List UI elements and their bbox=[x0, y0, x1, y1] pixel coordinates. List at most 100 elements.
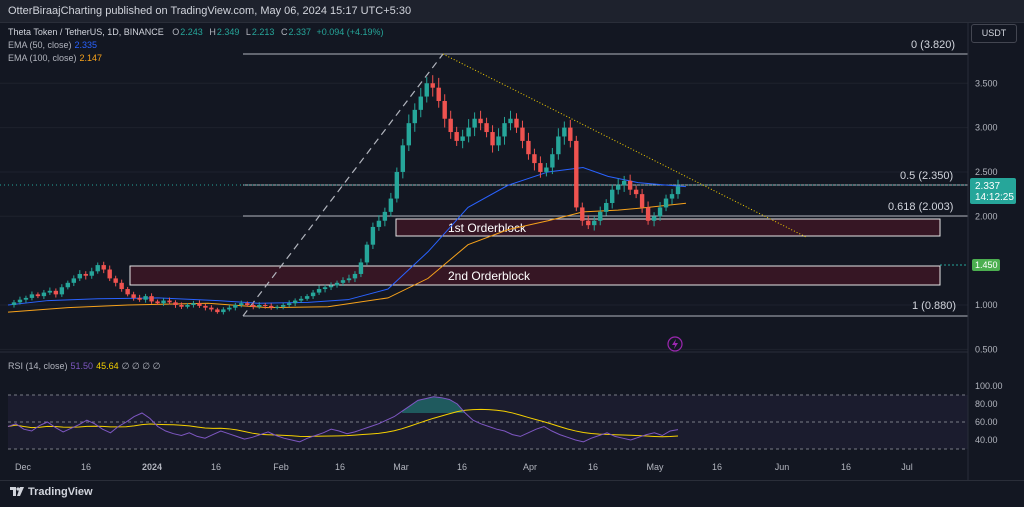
candle-body bbox=[274, 306, 280, 308]
candle-body bbox=[675, 186, 681, 195]
fib-label-1: 1 (0.880) bbox=[912, 300, 956, 312]
candle-body bbox=[77, 273, 82, 279]
candle-body bbox=[161, 300, 166, 304]
ema50-label: EMA (50, close) bbox=[8, 40, 72, 50]
candle-body bbox=[257, 305, 262, 307]
candle-body bbox=[352, 273, 358, 279]
symbol-name: Theta Token / TetherUS, 1D, BINANCE bbox=[8, 27, 164, 37]
candle-body bbox=[131, 294, 136, 298]
candle-body bbox=[400, 145, 406, 172]
candle-body bbox=[113, 278, 118, 283]
tv-logo-icon bbox=[10, 487, 24, 496]
candles bbox=[11, 75, 681, 315]
candle-body bbox=[496, 136, 501, 146]
candle-body bbox=[17, 299, 23, 303]
ema50-legend[interactable]: EMA (50, close) 2.335 bbox=[8, 40, 97, 50]
rsi-ma-line bbox=[7, 408, 679, 438]
candle-body bbox=[59, 287, 65, 295]
candle-body bbox=[454, 132, 459, 141]
candle-body bbox=[119, 282, 124, 290]
candle-body bbox=[47, 290, 53, 293]
ema50-value: 2.335 bbox=[74, 40, 98, 50]
candle-body bbox=[645, 207, 651, 221]
candle-body bbox=[316, 289, 322, 293]
orderblock-1-label: 1st Orderblock bbox=[448, 221, 527, 235]
candle-body bbox=[71, 278, 77, 283]
time-tick: 16 bbox=[211, 462, 221, 472]
candle-body bbox=[669, 194, 675, 199]
ohlc-c: 2.337 bbox=[288, 27, 311, 37]
candle-body bbox=[310, 292, 316, 297]
candle-body bbox=[466, 127, 471, 137]
candle-body bbox=[221, 309, 226, 313]
tradingview-logo[interactable]: TradingView bbox=[10, 486, 93, 498]
candle-body bbox=[621, 180, 627, 186]
rsi-axis[interactable]: 100.00 80.00 60.00 40.00 bbox=[975, 381, 1003, 445]
candle-body bbox=[83, 273, 88, 276]
candle-body bbox=[598, 211, 603, 221]
ema100-value: 2.147 bbox=[79, 53, 103, 63]
fib-label-0: 0 (3.820) bbox=[911, 39, 955, 51]
candle-body bbox=[203, 305, 208, 308]
price-tick: 3.500 bbox=[975, 78, 998, 88]
candle-body bbox=[394, 171, 400, 199]
rsi-legend[interactable]: RSI (14, close) 51.50 45.64 ∅ ∅ ∅ ∅ bbox=[8, 361, 160, 372]
countdown-text: 14:12:25 bbox=[975, 192, 1014, 203]
candle-body bbox=[388, 198, 394, 212]
ema100-legend[interactable]: EMA (100, close) 2.147 bbox=[8, 53, 102, 63]
time-tick: 16 bbox=[335, 462, 345, 472]
candle-body bbox=[35, 294, 41, 297]
candle-body bbox=[263, 305, 268, 306]
candle-body bbox=[227, 307, 232, 310]
rsi-tick: 100.00 bbox=[975, 381, 1003, 391]
candle-body bbox=[478, 118, 483, 124]
current-price-text: 2.337 bbox=[975, 181, 1000, 192]
candle-body bbox=[430, 83, 435, 88]
tv-logo-text: TradingView bbox=[28, 486, 93, 498]
candle-body bbox=[328, 285, 334, 288]
time-tick: 16 bbox=[841, 462, 851, 472]
candle-body bbox=[508, 118, 513, 124]
candle-body bbox=[436, 87, 441, 101]
candle-body bbox=[604, 202, 609, 212]
candle-body bbox=[376, 220, 382, 227]
currency-button[interactable]: USDT bbox=[971, 24, 1017, 43]
rsi-tick: 40.00 bbox=[975, 435, 998, 445]
candle-body bbox=[562, 127, 567, 137]
lightning-icon[interactable] bbox=[667, 336, 683, 352]
symbol-legend[interactable]: Theta Token / TetherUS, 1D, BINANCE O2.2… bbox=[8, 27, 384, 37]
candle-body bbox=[89, 271, 94, 276]
candle-body bbox=[406, 123, 412, 146]
candle-body bbox=[382, 211, 388, 221]
candle-body bbox=[173, 302, 178, 305]
time-axis[interactable]: Dec 16 2024 16 Feb 16 Mar 16 Apr 16 May 16 Jun 16 Jul bbox=[15, 462, 913, 472]
rsi-label: RSI (14, close) bbox=[8, 361, 68, 371]
publish-info: OtterBiraajCharting published on Trading… bbox=[8, 5, 412, 17]
fib-label-0618: 0.618 (2.003) bbox=[888, 201, 953, 213]
candle-body bbox=[155, 301, 160, 304]
candle-body bbox=[370, 226, 376, 245]
candle-body bbox=[532, 154, 537, 164]
ohlc-o-label: O bbox=[172, 27, 180, 37]
candle-body bbox=[633, 189, 639, 195]
candle-body bbox=[143, 296, 148, 300]
time-tick: 16 bbox=[712, 462, 722, 472]
rsi-tick: 80.00 bbox=[975, 399, 998, 409]
orderblock-1[interactable] bbox=[395, 218, 941, 237]
price-tick: 3.000 bbox=[975, 123, 998, 133]
ohlc-h-label: H bbox=[209, 27, 216, 37]
candle-body bbox=[167, 300, 172, 303]
candle-body bbox=[580, 207, 585, 221]
rise-trendline[interactable] bbox=[242, 53, 444, 317]
candle-body bbox=[556, 136, 561, 155]
price-axis[interactable]: 3.500 3.000 2.500 2.000 1.000 0.500 bbox=[975, 78, 998, 354]
candle-body bbox=[149, 296, 154, 302]
candle-body bbox=[41, 292, 47, 297]
rsi-value: 51.50 bbox=[70, 361, 94, 371]
candle-body bbox=[292, 300, 298, 304]
orderblock-2[interactable] bbox=[129, 265, 941, 286]
candle-body bbox=[179, 305, 184, 307]
candle-body bbox=[53, 290, 59, 295]
candle-body bbox=[298, 298, 304, 301]
